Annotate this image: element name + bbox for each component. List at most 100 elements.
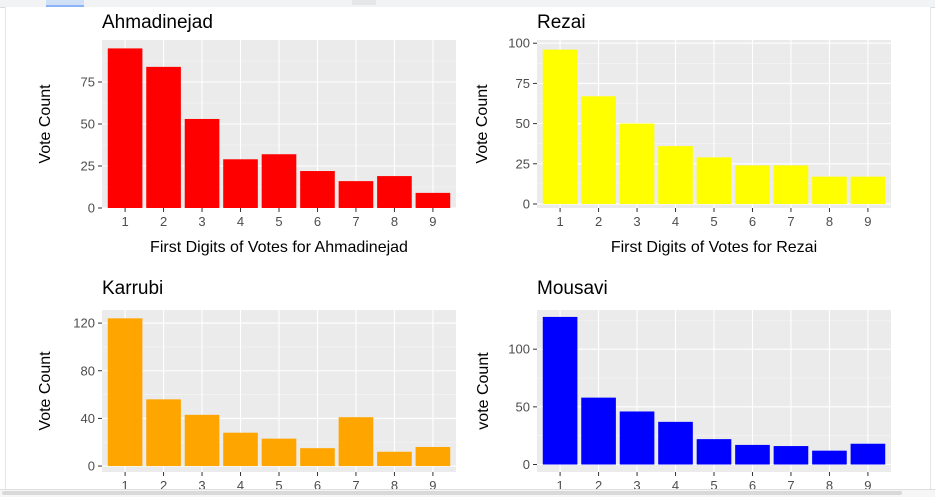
x-tick-label: 3 bbox=[633, 214, 640, 229]
chart-panel-2: 0 25 50 75 100 1 2 3 4 5 6 7 8 9 Rezai Vote Count First … bbox=[474, 12, 891, 256]
bar-digit-9 bbox=[850, 176, 886, 204]
x-tick-label: 5 bbox=[710, 214, 717, 229]
bar-digit-5 bbox=[696, 439, 732, 465]
x-tick-label: 9 bbox=[429, 214, 436, 229]
x-tick-label: 8 bbox=[391, 214, 398, 229]
x-axis-label: First Digits of Votes for Ahmadinejad bbox=[150, 239, 408, 256]
x-tick-label: 2 bbox=[595, 214, 602, 229]
x-tick-label: 9 bbox=[864, 214, 871, 229]
bar-digit-7 bbox=[338, 181, 374, 208]
bar-digit-4 bbox=[658, 421, 693, 465]
x-tick-label: 4 bbox=[237, 214, 244, 229]
x-tick-label: 3 bbox=[198, 478, 205, 493]
x-tick-label: 6 bbox=[749, 478, 756, 493]
y-tick-label: 50 bbox=[81, 117, 95, 132]
x-tick-label: 5 bbox=[275, 214, 282, 229]
y-tick-label: 0 bbox=[523, 457, 530, 472]
bar-digit-5 bbox=[261, 154, 297, 208]
bar-digit-3 bbox=[184, 414, 220, 467]
bar-digit-1 bbox=[542, 49, 578, 204]
y-tick-label: 0 bbox=[88, 201, 95, 216]
bar-digit-9 bbox=[850, 443, 886, 465]
x-tick-label: 8 bbox=[826, 478, 833, 493]
x-tick-label: 3 bbox=[198, 214, 205, 229]
x-tick-label: 7 bbox=[787, 214, 794, 229]
bar-digit-2 bbox=[146, 66, 181, 208]
x-tick-label: 8 bbox=[391, 478, 398, 493]
bar-digit-6 bbox=[735, 165, 770, 204]
y-tick-label: 75 bbox=[81, 75, 95, 90]
x-tick-label: 6 bbox=[314, 214, 321, 229]
y-tick-label: 100 bbox=[508, 342, 530, 357]
x-tick-label: 4 bbox=[672, 214, 679, 229]
x-tick-label: 9 bbox=[429, 478, 436, 493]
bar-digit-3 bbox=[619, 123, 655, 204]
bar-digit-5 bbox=[696, 157, 732, 204]
bar-digit-1 bbox=[107, 48, 143, 209]
x-tick-label: 1 bbox=[121, 214, 128, 229]
y-tick-label: 50 bbox=[516, 116, 530, 131]
x-tick-label: 4 bbox=[672, 478, 679, 493]
y-tick-label: 0 bbox=[88, 459, 95, 474]
bar-digit-8 bbox=[377, 451, 412, 467]
bar-digit-8 bbox=[812, 450, 847, 465]
y-tick-label: 100 bbox=[508, 36, 530, 51]
y-axis-label: Vote Count bbox=[37, 84, 54, 164]
x-tick-label: 3 bbox=[633, 478, 640, 493]
y-tick-label: 120 bbox=[73, 316, 95, 331]
x-tick-label: 2 bbox=[160, 478, 167, 493]
y-tick-label: 75 bbox=[516, 76, 530, 91]
y-tick-label: 0 bbox=[523, 196, 530, 211]
chart-panel-3: 0 40 80 120 1 2 3 4 5 6 7 8 9 Karrubi Vote Count bbox=[37, 278, 456, 493]
y-tick-label: 50 bbox=[516, 399, 530, 414]
bar-digit-9 bbox=[415, 192, 451, 208]
chart-title: Ahmadinejad bbox=[102, 12, 213, 33]
tab-fragment[interactable] bbox=[352, 0, 376, 5]
chart-title: Karrubi bbox=[102, 278, 163, 299]
horizontal-scrollbar[interactable] bbox=[0, 489, 935, 497]
bar-digit-6 bbox=[300, 171, 335, 208]
y-axis-label: vote Count bbox=[475, 352, 492, 430]
x-axis-label: First Digits of Votes for Rezai bbox=[611, 239, 817, 256]
x-tick-label: 2 bbox=[595, 478, 602, 493]
bar-digit-7 bbox=[773, 165, 809, 204]
y-tick-label: 40 bbox=[81, 411, 95, 426]
bar-digit-4 bbox=[658, 146, 693, 204]
x-tick-label: 6 bbox=[314, 478, 321, 493]
x-tick-label: 6 bbox=[749, 214, 756, 229]
bar-digit-3 bbox=[184, 118, 220, 208]
x-tick-label: 7 bbox=[352, 214, 359, 229]
x-tick-label: 4 bbox=[237, 478, 244, 493]
chart-title: Mousavi bbox=[537, 278, 608, 299]
x-tick-label: 5 bbox=[275, 478, 282, 493]
bar-digit-6 bbox=[300, 448, 335, 467]
bar-digit-3 bbox=[619, 411, 655, 465]
bar-digit-7 bbox=[773, 446, 809, 465]
x-tick-label: 1 bbox=[121, 478, 128, 493]
bar-digit-8 bbox=[377, 176, 412, 208]
x-tick-label: 7 bbox=[352, 478, 359, 493]
scrollbar-thumb[interactable] bbox=[2, 491, 902, 495]
y-tick-label: 80 bbox=[81, 363, 95, 378]
x-tick-label: 8 bbox=[826, 214, 833, 229]
active-tab-fragment[interactable] bbox=[46, 0, 84, 7]
bar-digit-9 bbox=[415, 446, 451, 467]
y-tick-label: 25 bbox=[81, 159, 95, 174]
y-tick-label: 25 bbox=[516, 156, 530, 171]
chart-panel-1: 0 25 50 75 1 2 3 4 5 6 7 8 9 Ahmadinejad Vote Count Fir… bbox=[37, 12, 456, 256]
bar-digit-4 bbox=[223, 159, 258, 208]
bar-digit-8 bbox=[812, 176, 847, 204]
x-tick-label: 9 bbox=[864, 478, 871, 493]
x-tick-label: 2 bbox=[160, 214, 167, 229]
y-axis-label: Vote Count bbox=[474, 84, 491, 164]
x-tick-label: 1 bbox=[556, 478, 563, 493]
bar-digit-2 bbox=[581, 397, 616, 465]
bar-digit-6 bbox=[735, 444, 770, 465]
y-axis-label: Vote Count bbox=[37, 351, 54, 431]
x-tick-label: 1 bbox=[556, 214, 563, 229]
bar-digit-1 bbox=[107, 318, 143, 467]
bar-digit-4 bbox=[223, 432, 258, 467]
bar-digit-1 bbox=[542, 316, 578, 465]
x-tick-label: 5 bbox=[710, 478, 717, 493]
